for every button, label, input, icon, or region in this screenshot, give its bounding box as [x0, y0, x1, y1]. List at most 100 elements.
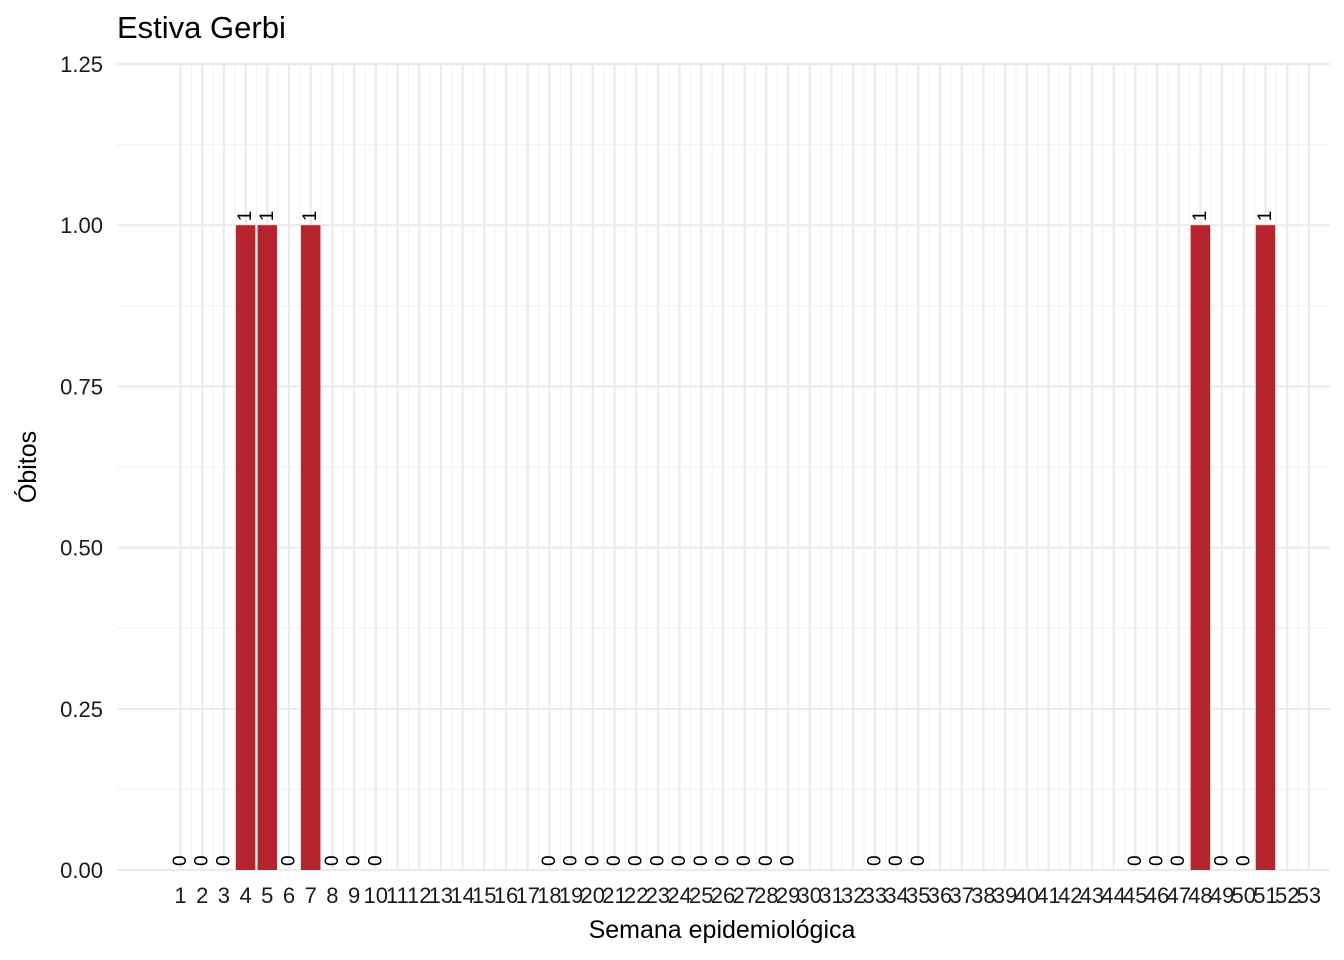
x-tick-label: 41 [1036, 883, 1060, 908]
bar-value-label: 0 [213, 855, 234, 866]
x-tick-label: 30 [798, 883, 822, 908]
x-tick-label: 6 [283, 883, 295, 908]
bar-value-label: 0 [886, 855, 907, 866]
x-tick-label: 21 [602, 883, 626, 908]
x-tick-label: 29 [776, 883, 800, 908]
bar-value-label: 0 [344, 855, 365, 866]
x-tick-label: 31 [819, 883, 843, 908]
y-tick-label: 0.00 [60, 858, 103, 883]
x-tick-label: 48 [1188, 883, 1212, 908]
x-tick-label: 52 [1275, 883, 1299, 908]
bar-value-label: 0 [170, 855, 191, 866]
x-tick-label: 3 [218, 883, 230, 908]
x-tick-label: 37 [949, 883, 973, 908]
x-tick-label: 7 [305, 883, 317, 908]
bar-value-label: 0 [864, 855, 885, 866]
x-tick-label: 50 [1232, 883, 1256, 908]
x-tick-label: 39 [993, 883, 1017, 908]
x-tick-label: 46 [1145, 883, 1169, 908]
bar-value-label: 0 [604, 855, 625, 866]
x-tick-label: 22 [624, 883, 648, 908]
y-tick-label: 0.25 [60, 697, 103, 722]
y-tick-label: 0.75 [60, 374, 103, 399]
x-tick-label: 10 [364, 883, 388, 908]
x-tick-label: 25 [689, 883, 713, 908]
x-tick-label: 44 [1101, 883, 1125, 908]
bar-value-label: 0 [647, 855, 668, 866]
x-tick-label: 40 [1015, 883, 1039, 908]
x-axis-ticks: 1 2 3 4 5 6 7 8 9 1011121314151617181920212223242… [174, 883, 1321, 908]
x-tick-label: 23 [646, 883, 670, 908]
bar-value-label: 0 [713, 855, 734, 866]
bars-layer [235, 225, 1276, 870]
x-tick-label: 12 [407, 883, 431, 908]
x-tick-label: 33 [863, 883, 887, 908]
x-tick-label: 19 [559, 883, 583, 908]
x-tick-label: 26 [711, 883, 735, 908]
x-tick-label: 47 [1166, 883, 1190, 908]
x-tick-label: 34 [884, 883, 908, 908]
x-tick-label: 32 [841, 883, 865, 908]
bar-value-label: 1 [257, 211, 278, 222]
bar-value-label: 0 [756, 855, 777, 866]
x-tick-label: 42 [1058, 883, 1082, 908]
x-tick-label: 38 [971, 883, 995, 908]
x-tick-label: 28 [754, 883, 778, 908]
x-tick-label: 8 [326, 883, 338, 908]
x-tick-label: 4 [239, 883, 251, 908]
bar-value-label: 1 [1190, 211, 1211, 222]
x-tick-label: 1 [174, 883, 186, 908]
x-tick-label: 45 [1123, 883, 1147, 908]
x-tick-label: 35 [906, 883, 930, 908]
x-tick-label: 11 [386, 883, 409, 908]
y-tick-label: 1.25 [60, 52, 103, 77]
x-tick-label: 27 [732, 883, 756, 908]
y-tick-label: 1.00 [60, 213, 103, 238]
bar-week-7 [300, 225, 321, 870]
bar-value-label: 0 [734, 855, 755, 866]
bar-value-label: 0 [1168, 855, 1189, 866]
bar-week-5 [257, 225, 278, 870]
bar-value-label: 1 [1255, 211, 1276, 222]
x-tick-label: 13 [429, 883, 453, 908]
grid-layer [117, 62, 1330, 872]
x-tick-label: 51 [1253, 883, 1277, 908]
bar-value-label: 1 [235, 211, 256, 222]
bar-value-label: 0 [561, 855, 582, 866]
y-tick-label: 0.50 [60, 536, 103, 561]
x-tick-label: 18 [537, 883, 561, 908]
x-tick-label: 17 [515, 883, 539, 908]
bar-value-label: 0 [322, 855, 343, 866]
bar-value-label: 0 [365, 855, 386, 866]
bar-value-label: 0 [626, 855, 647, 866]
bar-value-label: 0 [582, 855, 603, 866]
bar-value-label: 0 [539, 855, 560, 866]
x-tick-label: 24 [667, 883, 691, 908]
x-tick-label: 43 [1080, 883, 1104, 908]
chart-title: Estiva Gerbi [117, 10, 286, 45]
bar-value-label: 0 [192, 855, 213, 866]
x-tick-label: 20 [581, 883, 605, 908]
x-axis-title: Semana epidemiológica [589, 916, 856, 944]
y-axis-ticks: 0.00 0.25 0.50 0.75 1.00 1.25 [60, 52, 103, 883]
bar-value-label: 0 [691, 855, 712, 866]
x-tick-label: 16 [494, 883, 518, 908]
bar-value-label: 0 [1233, 855, 1254, 866]
bar-value-label: 0 [908, 855, 929, 866]
bar-week-51 [1255, 225, 1276, 870]
x-tick-label: 9 [348, 883, 360, 908]
bar-value-label: 0 [1147, 855, 1168, 866]
bar-value-label: 0 [1212, 855, 1233, 866]
bar-value-label: 0 [669, 855, 690, 866]
bar-value-label: 0 [1125, 855, 1146, 866]
bar-value-label: 1 [300, 211, 321, 222]
bar-value-label: 0 [778, 855, 799, 866]
x-tick-label: 49 [1210, 883, 1234, 908]
x-tick-label: 14 [450, 883, 474, 908]
bar-week-4 [235, 225, 256, 870]
x-tick-label: 2 [196, 883, 208, 908]
bar-value-label: 0 [279, 855, 300, 866]
x-tick-label: 53 [1297, 883, 1321, 908]
